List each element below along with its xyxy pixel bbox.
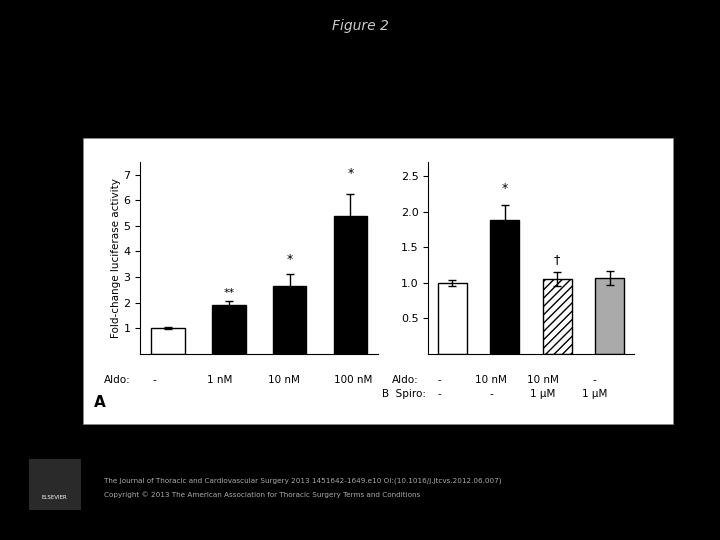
Text: -: - — [489, 389, 493, 399]
Text: **: ** — [223, 288, 235, 298]
Bar — [543, 279, 572, 354]
Text: Aldo:: Aldo: — [104, 375, 131, 386]
Text: -: - — [437, 375, 441, 386]
Bar — [334, 215, 367, 354]
Text: Aldo:: Aldo: — [392, 375, 419, 386]
Bar — [490, 220, 519, 354]
Text: ELSEVIER: ELSEVIER — [42, 495, 68, 500]
Bar — [595, 278, 624, 354]
Text: *: * — [502, 183, 508, 195]
Y-axis label: Fold-change luciferase activity: Fold-change luciferase activity — [111, 178, 121, 338]
Text: -: - — [593, 375, 597, 386]
Bar — [212, 305, 246, 354]
Text: †: † — [554, 253, 560, 266]
Bar — [438, 283, 467, 354]
Text: -: - — [153, 375, 157, 386]
Bar — [273, 286, 306, 354]
Text: Copyright © 2013 The American Association for Thoracic Surgery Terms and Conditi: Copyright © 2013 The American Associatio… — [104, 491, 420, 498]
Text: 10 nM: 10 nM — [475, 375, 507, 386]
Text: B  Spiro:: B Spiro: — [382, 389, 426, 399]
Text: 1 μM: 1 μM — [582, 389, 608, 399]
Text: -: - — [437, 389, 441, 399]
Text: Figure 2: Figure 2 — [332, 19, 388, 33]
Text: 10 nM: 10 nM — [527, 375, 559, 386]
Text: 1 μM: 1 μM — [530, 389, 556, 399]
Text: 10 nM: 10 nM — [269, 375, 300, 386]
Text: 1 nM: 1 nM — [207, 375, 233, 386]
Text: 100 nM: 100 nM — [333, 375, 372, 386]
Text: *: * — [347, 167, 354, 180]
Text: *: * — [287, 253, 293, 266]
Bar — [151, 328, 184, 354]
Text: The Journal of Thoracic and Cardiovascular Surgery 2013 1451642-1649.e10 OI:(10.: The Journal of Thoracic and Cardiovascul… — [104, 478, 502, 484]
Text: A: A — [94, 395, 105, 410]
